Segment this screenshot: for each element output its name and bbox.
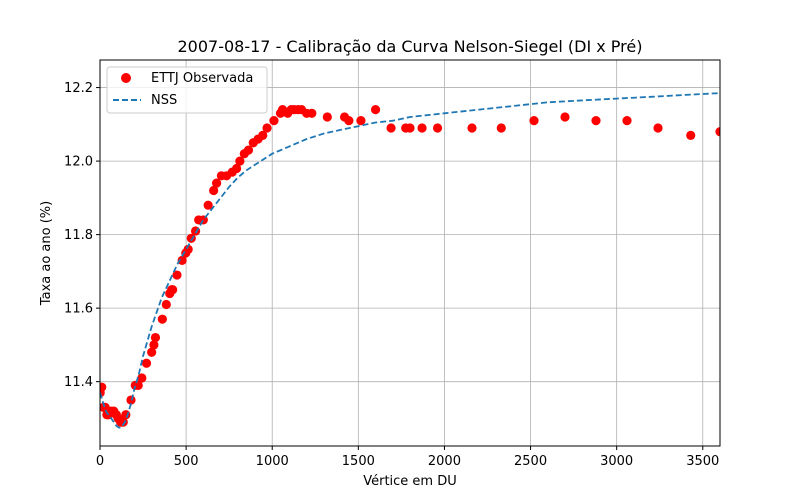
observed-point [258, 130, 268, 140]
observed-point [432, 123, 443, 133]
observed-point [686, 130, 696, 140]
ticks: 0 500 1000 1500 2000 2500 3000 3500 11.4 11.6 11.8… [64, 81, 719, 469]
observed-point [137, 373, 147, 383]
observed-point [203, 200, 213, 210]
observed-point [100, 382, 107, 392]
x-tick-label: 1500 [342, 454, 375, 469]
x-tick-label: 2500 [514, 454, 547, 469]
observed-point [370, 105, 381, 115]
observed-point [344, 116, 354, 126]
x-tick-label: 2000 [428, 454, 461, 469]
observed-point [150, 332, 161, 343]
observed-point [235, 156, 245, 166]
y-tick-label: 11.6 [64, 302, 93, 317]
observed-point [560, 112, 570, 122]
y-tick-label: 11.8 [64, 228, 93, 243]
observed-point [231, 163, 242, 174]
observed-point [177, 255, 187, 265]
observed-point [118, 417, 128, 427]
x-tick-label: 1000 [256, 454, 289, 469]
y-axis-label: Taxa ao ano (%) [39, 201, 54, 306]
observed-point [356, 116, 366, 126]
y-tick-label: 12.2 [64, 81, 93, 96]
chart-title: 2007-08-17 - Calibração da Curva Nelson-… [178, 37, 643, 56]
observed-point [133, 380, 143, 390]
y-tick-label: 11.4 [64, 375, 93, 390]
legend-label-observed: ETTJ Observada [151, 71, 253, 86]
observed-point [121, 410, 131, 420]
observed-point [467, 123, 477, 133]
observed-point [209, 185, 219, 196]
observed-point [161, 299, 171, 310]
observed-point [168, 285, 178, 295]
observed-point [496, 123, 506, 133]
observed-point [190, 226, 201, 236]
observed-point [529, 116, 539, 126]
observed-point [653, 123, 663, 133]
grid [99, 60, 720, 446]
y-tick-label: 12.0 [64, 155, 93, 170]
observed-point [141, 358, 152, 368]
observed-point [591, 116, 601, 126]
observed-point [417, 123, 427, 133]
observed-point [622, 116, 632, 126]
legend-box [106, 66, 268, 114]
observed-point [386, 123, 396, 133]
x-tick-label: 3500 [686, 454, 719, 469]
nss-line [100, 92, 720, 429]
observed-point [211, 178, 222, 188]
legend-marker-observed [121, 73, 131, 83]
observed-point [322, 112, 332, 122]
observed-point [243, 145, 254, 155]
axes-frame [99, 59, 721, 447]
x-tick-label: 500 [174, 454, 199, 469]
legend-label-nss: NSS [151, 93, 177, 108]
observed-point [262, 123, 272, 133]
observed-point [149, 340, 159, 350]
observed-point [269, 116, 279, 126]
observed-point [307, 108, 317, 118]
observed-point [183, 244, 193, 254]
series-group [100, 92, 720, 429]
x-tick-label: 3000 [600, 454, 633, 469]
x-tick-label: 0 [96, 454, 104, 469]
x-axis-label: Vértice em DU [363, 474, 457, 489]
plot-area [100, 92, 720, 429]
observed-point [405, 123, 415, 133]
legend: ETTJ Observada NSS [106, 66, 268, 114]
observed-point [172, 270, 182, 280]
observed-point [157, 314, 167, 324]
observed-point [715, 127, 720, 137]
observed-point [147, 347, 157, 357]
